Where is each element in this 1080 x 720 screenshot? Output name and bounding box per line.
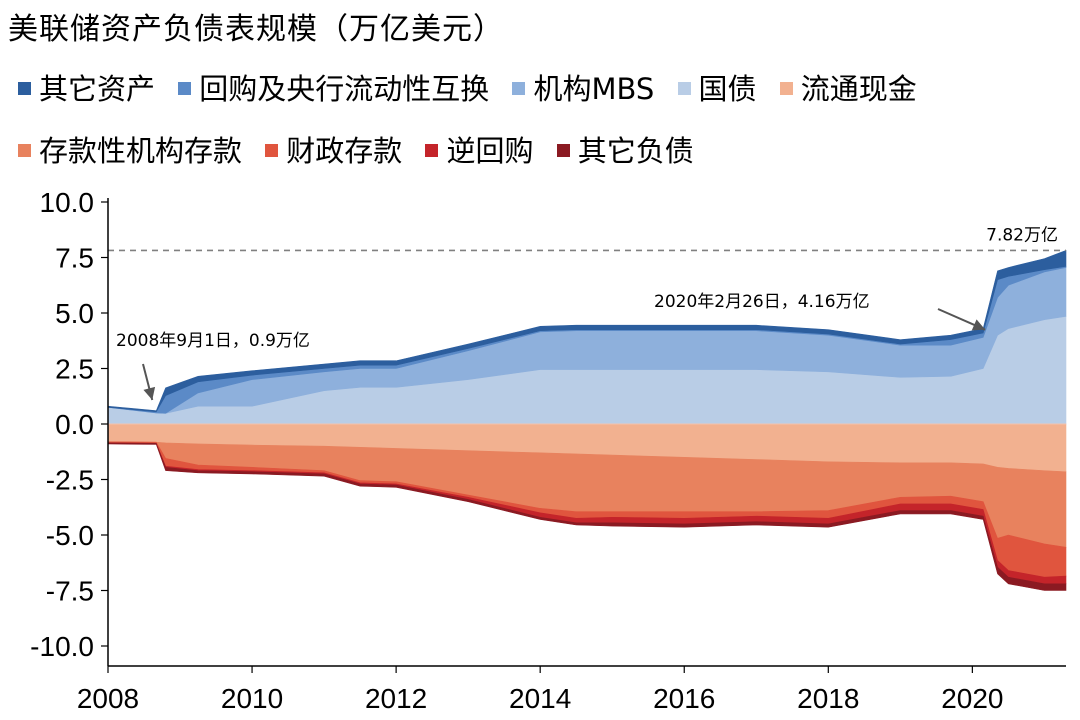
reference-line-label: 7.82万亿 — [986, 225, 1058, 245]
arrow-head — [143, 386, 156, 401]
x-tick-label: 2010 — [221, 683, 283, 714]
legend-swatch-agency-mbs — [512, 81, 526, 95]
annotation-arrow-2020 — [937, 308, 986, 331]
legend-item-bank-deposits: 存款性机构存款 — [18, 128, 242, 170]
legend-swatch-treasuries — [677, 81, 691, 95]
legend-item-repo-swaps: 回购及央行流动性互换 — [178, 66, 489, 108]
legend-swatch-other-assets — [18, 81, 31, 95]
legend-swatch-reverse-repo — [425, 143, 439, 157]
legend-item-treasury-deposits: 财政存款 — [265, 128, 402, 170]
legend-label: 其它负债 — [577, 134, 694, 168]
legend-label: 逆回购 — [446, 134, 534, 168]
x-tick-label: 2014 — [509, 683, 571, 714]
area-series-8 — [107, 442, 1067, 591]
y-tick-label: 10.0 — [40, 187, 95, 218]
y-tick-label: 5.0 — [55, 298, 94, 329]
y-tick-label: 7.5 — [55, 243, 94, 274]
legend-label: 其它资产 — [39, 72, 156, 106]
x-tick-label: 2020 — [941, 683, 1003, 714]
stacked-areas — [107, 249, 1067, 591]
legend-label: 回购及央行流动性互换 — [199, 72, 490, 106]
chart-title: 美联储资产负债表规模（万亿美元） — [8, 12, 504, 47]
legend-label: 机构MBS — [533, 72, 655, 106]
legend-swatch-other-liabilities — [556, 143, 570, 157]
legend-item-treasuries: 国债 — [677, 66, 757, 108]
legend-label: 国债 — [698, 72, 757, 106]
x-tick-label: 2012 — [365, 683, 427, 714]
legend-item-other-liabilities: 其它负债 — [556, 128, 694, 170]
annotations: 2008年9月1日，0.9万亿 2020年2月26日，4.16万亿 — [116, 292, 986, 401]
annotation-2020: 2020年2月26日，4.16万亿 — [654, 292, 870, 312]
y-tick-label: 2.5 — [55, 354, 94, 385]
legend-item-reverse-repo: 逆回购 — [425, 128, 533, 170]
legend-item-currency: 流通现金 — [779, 66, 917, 108]
legend-item-other-assets: 其它资产 — [18, 66, 155, 108]
legend-row-1: 其它资产 回购及央行流动性互换 机构MBS 国债 流通现金 — [18, 66, 1078, 108]
legend-swatch-treasury-deposits — [265, 143, 279, 157]
legend-row-2: 存款性机构存款 财政存款 逆回购 其它负债 — [18, 128, 1078, 170]
y-tick-label: -7.5 — [46, 576, 94, 607]
x-tick-label: 2016 — [653, 683, 715, 714]
legend-swatch-repo-swaps — [178, 81, 192, 95]
arrow-head — [971, 319, 986, 331]
legend-item-agency-mbs: 机构MBS — [512, 66, 654, 108]
legend-swatch-currency — [779, 81, 793, 95]
x-tick-label: 2018 — [797, 683, 859, 714]
legend-label: 流通现金 — [800, 72, 917, 106]
legend-swatch-bank-deposits — [18, 143, 31, 157]
legend-label: 财政存款 — [286, 134, 403, 168]
annotation-arrow-2008 — [142, 363, 156, 401]
y-tick-label: -10.0 — [30, 631, 94, 662]
legend-label: 存款性机构存款 — [39, 134, 243, 168]
x-tick-label: 2008 — [77, 683, 139, 714]
annotation-2008: 2008年9月1日，0.9万亿 — [116, 331, 310, 351]
y-tick-label: 0.0 — [55, 409, 94, 440]
y-tick-label: -2.5 — [46, 465, 94, 496]
axes: 10.0 7.5 5.0 2.5 0.0 -2.5 -5.0 -7.5 -10.0 2008 201… — [30, 187, 1066, 714]
y-tick-label: -5.0 — [46, 520, 94, 551]
